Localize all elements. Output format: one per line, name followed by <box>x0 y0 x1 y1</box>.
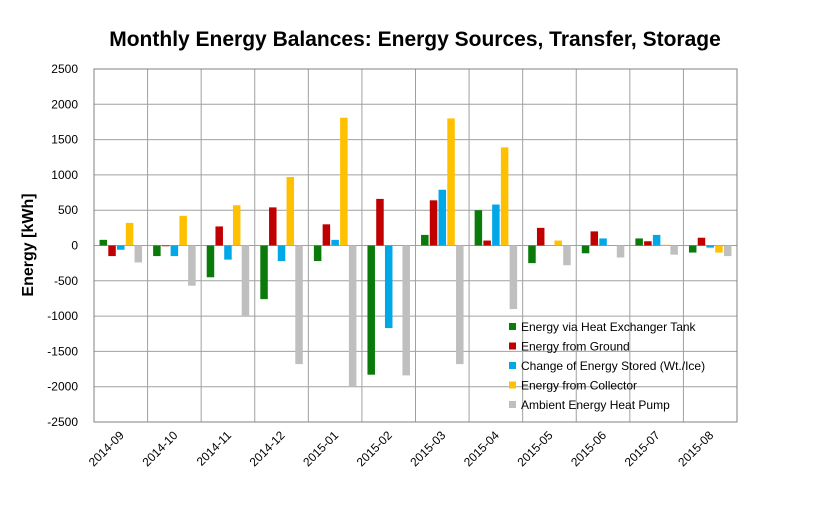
bar <box>635 238 643 246</box>
x-tick-label: 2014-09 <box>86 428 127 469</box>
x-tick-label: 2015-03 <box>407 428 448 469</box>
bar <box>723 245 732 257</box>
bar <box>286 177 295 246</box>
bar <box>153 245 161 257</box>
x-tick-label: 2014-10 <box>139 428 180 469</box>
bar <box>474 210 483 246</box>
x-tick-label: 2015-08 <box>675 428 716 469</box>
bar <box>616 245 625 258</box>
bar <box>260 245 268 300</box>
y-tick-label: -500 <box>54 274 78 288</box>
bar <box>536 227 545 246</box>
bar <box>188 245 196 286</box>
y-tick-labels: 2500 2000 1500 1000 500 0 -500 -1000 -1500 -2000 -… <box>47 62 78 429</box>
bar <box>429 200 438 246</box>
bar <box>670 245 678 255</box>
bar <box>313 245 322 262</box>
y-tick-label: -1000 <box>47 309 78 323</box>
bar <box>117 245 125 250</box>
legend: Energy via Heat Exchanger Tank Energy fro… <box>509 320 705 412</box>
x-tick-label: 2014-12 <box>247 428 288 469</box>
bar <box>715 245 723 253</box>
y-tick-label: -2500 <box>47 415 78 429</box>
bar <box>554 240 562 246</box>
bar <box>232 205 241 246</box>
legend-swatch <box>509 323 516 330</box>
bar <box>590 231 599 246</box>
x-tick-label: 2015-04 <box>461 428 502 469</box>
legend-swatch <box>509 362 516 369</box>
bar <box>99 239 108 246</box>
x-tick-labels: 2014-09 2014-10 2014-11 2014-12 2015-01 2015-… <box>86 428 717 469</box>
bar <box>170 245 179 257</box>
y-tick-label: 1500 <box>51 133 78 147</box>
y-tick-label: 500 <box>58 203 78 217</box>
bar <box>384 245 393 329</box>
y-tick-label: 0 <box>71 239 78 253</box>
bar <box>241 245 250 316</box>
bar <box>367 245 375 375</box>
legend-swatch <box>509 381 516 389</box>
bar <box>563 245 571 266</box>
x-tick-label: 2015-07 <box>622 428 663 469</box>
bar <box>322 224 331 246</box>
y-tick-label: 1000 <box>51 168 78 182</box>
bar <box>215 226 223 246</box>
bar <box>277 245 286 262</box>
legend-label: Ambient Energy Heat Pump <box>521 398 670 412</box>
y-tick-label: -2000 <box>47 380 78 394</box>
bar <box>581 245 590 254</box>
legend-label: Energy from Collector <box>521 379 637 393</box>
bar <box>348 245 357 386</box>
legend-swatch <box>509 401 516 408</box>
bar <box>125 222 134 246</box>
bar <box>224 245 232 260</box>
bar <box>269 207 277 246</box>
bar <box>509 245 518 310</box>
bar <box>483 240 491 246</box>
bar <box>652 234 661 246</box>
bar <box>447 118 455 246</box>
bar <box>206 245 215 278</box>
bar <box>599 238 607 246</box>
legend-label: Energy via Heat Exchanger Tank <box>521 320 697 334</box>
x-tick-label: 2015-01 <box>300 428 341 469</box>
bar <box>402 245 410 376</box>
bar <box>161 245 170 247</box>
bar <box>376 198 384 246</box>
bar <box>331 239 339 246</box>
x-tick-label: 2014-11 <box>194 428 235 469</box>
legend-label: Energy from Ground <box>521 340 630 354</box>
bar <box>179 215 187 246</box>
chart-title: Monthly Energy Balances: Energy Sources,… <box>109 28 721 51</box>
bar <box>340 117 348 246</box>
bar <box>697 237 706 246</box>
bar <box>706 245 714 248</box>
bar <box>688 245 697 253</box>
bar <box>644 241 652 246</box>
bar <box>108 245 116 257</box>
y-tick-label: 2500 <box>51 62 78 76</box>
bar <box>456 245 464 365</box>
x-tick-label: 2015-05 <box>515 428 556 469</box>
bars <box>99 117 732 386</box>
bar <box>500 147 509 246</box>
bar <box>134 245 143 263</box>
bar <box>421 234 429 246</box>
y-tick-label: -1500 <box>47 344 78 358</box>
bar <box>528 245 536 264</box>
bar <box>438 189 447 246</box>
legend-swatch <box>509 342 516 350</box>
legend-label: Change of Energy Stored (Wt./Ice) <box>521 359 705 373</box>
bar <box>492 204 500 246</box>
y-axis-label: Energy [kWh] <box>20 193 37 296</box>
bar <box>661 244 670 246</box>
plot-area <box>93 68 738 423</box>
x-tick-label: 2015-06 <box>568 428 609 469</box>
x-tick-label: 2015-02 <box>354 428 395 469</box>
bar <box>295 245 303 365</box>
y-tick-label: 2000 <box>51 97 78 111</box>
